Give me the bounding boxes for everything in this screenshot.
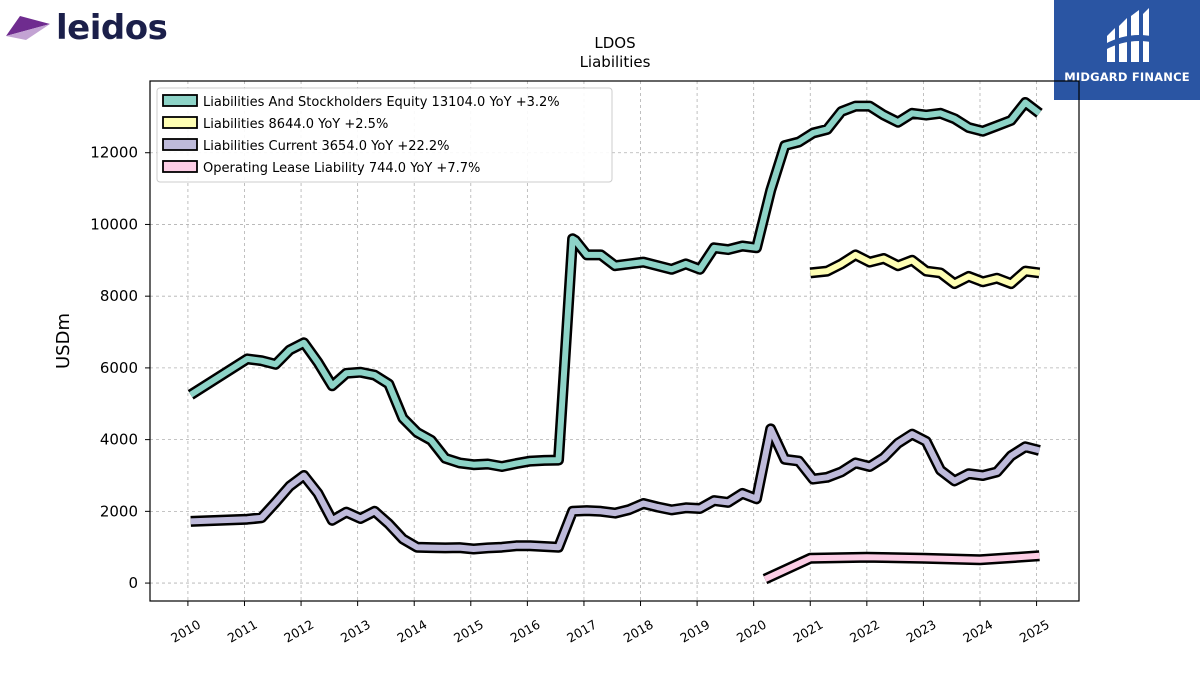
y-tick-label: 10000	[90, 215, 138, 233]
midgard-logo-icon	[1105, 8, 1151, 62]
legend-swatch-3	[162, 160, 198, 173]
chart-title: LDOS	[594, 34, 635, 52]
series-line-0	[189, 99, 1042, 470]
legend-box	[156, 87, 613, 183]
y-tick-label: 12000	[90, 144, 138, 162]
series-line-3	[763, 552, 1040, 582]
x-tick-label: 2022	[847, 617, 882, 646]
y-tick-label: 8000	[100, 287, 138, 305]
chart-subtitle: Liabilities	[580, 53, 651, 71]
leidos-logo: leidos	[6, 4, 168, 52]
legend-swatch-2	[162, 138, 198, 151]
legend-swatch-0	[162, 94, 198, 107]
plot-frame	[149, 80, 1080, 602]
x-tick-label: 2016	[508, 617, 543, 646]
leidos-arrow-icon	[6, 16, 50, 40]
x-tick-label: 2010	[168, 617, 203, 646]
legend-label-2: Liabilities Current 3654.0 YoY +22.2%	[203, 139, 450, 154]
x-tick-label: 2013	[338, 617, 373, 646]
x-tick-label: 2023	[904, 617, 939, 646]
y-tick-label: 0	[128, 574, 138, 592]
x-tick-label: 2019	[677, 617, 712, 646]
legend-label-3: Operating Lease Liability 744.0 YoY +7.7…	[203, 161, 480, 176]
y-tick-label: 4000	[100, 431, 138, 449]
series-line-2	[190, 425, 1041, 552]
midgard-wordmark: MIDGARD FINANCE	[1064, 70, 1190, 84]
y-tick-label: 2000	[100, 502, 138, 520]
legend-label-1: Liabilities 8644.0 YoY +2.5%	[203, 117, 388, 132]
legend-swatch-1	[162, 116, 198, 129]
x-tick-label: 2015	[451, 617, 486, 646]
legend: Liabilities And Stockholders Equity 1310…	[156, 87, 613, 183]
x-tick-label: 2018	[621, 617, 656, 646]
legend-label-0: Liabilities And Stockholders Equity 1310…	[203, 95, 560, 110]
series-lines	[187, 97, 1043, 585]
x-tick-label: 2014	[394, 617, 429, 646]
x-tick-label: 2021	[790, 617, 825, 646]
series-line-1	[809, 251, 1040, 287]
x-tick-label: 2012	[281, 617, 316, 646]
y-axis-label: USDm	[53, 313, 74, 369]
x-tick-label: 2011	[225, 617, 260, 646]
x-tick-label: 2024	[960, 617, 995, 646]
x-tick-label: 2025	[1017, 617, 1052, 646]
leidos-wordmark: leidos	[56, 8, 168, 48]
x-tick-label: 2020	[734, 617, 769, 646]
x-tick-label: 2017	[564, 617, 599, 646]
y-tick-label: 6000	[100, 359, 138, 377]
axis-ticks: 0 2000 4000 6000 8000 10000 12000 2010 2011 2012 2…	[90, 144, 1052, 646]
midgard-finance-logo: MIDGARD FINANCE	[1054, 0, 1200, 100]
